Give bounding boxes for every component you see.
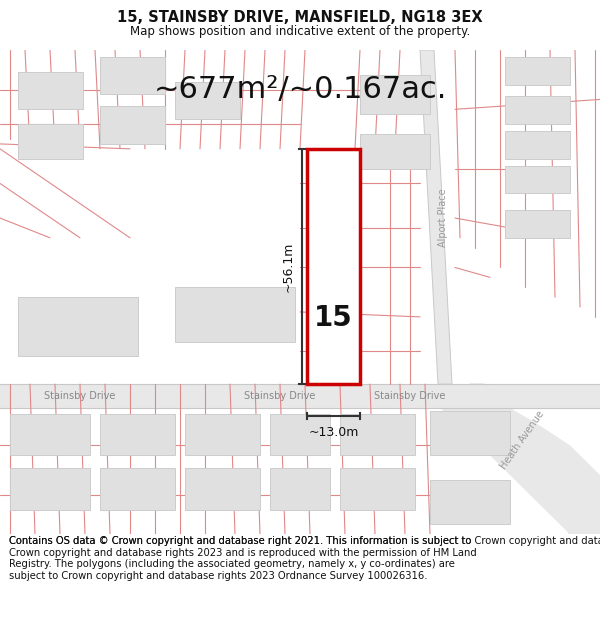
Bar xyxy=(430,411,510,455)
Bar xyxy=(10,414,90,455)
Bar xyxy=(270,414,330,455)
Bar xyxy=(175,82,240,119)
Bar xyxy=(18,124,83,159)
Bar xyxy=(100,414,175,455)
Bar xyxy=(430,480,510,524)
Bar xyxy=(0,384,600,408)
Text: Contains OS data © Crown copyright and database right 2021. This information is : Contains OS data © Crown copyright and d… xyxy=(9,536,477,581)
Text: Stainsby Drive: Stainsby Drive xyxy=(374,391,446,401)
Bar xyxy=(100,57,165,94)
Bar xyxy=(270,468,330,509)
Text: Contains OS data © Crown copyright and database right 2021. This information is : Contains OS data © Crown copyright and d… xyxy=(9,536,600,546)
Bar xyxy=(185,468,260,509)
Bar xyxy=(307,149,360,384)
Bar xyxy=(360,134,430,169)
Bar xyxy=(100,106,165,144)
Bar xyxy=(505,210,570,238)
Bar xyxy=(505,96,570,124)
Text: ~13.0m: ~13.0m xyxy=(308,426,359,439)
Polygon shape xyxy=(420,50,452,384)
Text: Alport Place: Alport Place xyxy=(438,189,448,248)
Text: ~677m²/~0.167ac.: ~677m²/~0.167ac. xyxy=(154,75,446,104)
Bar xyxy=(175,288,295,342)
Bar xyxy=(505,57,570,84)
Polygon shape xyxy=(470,384,600,534)
Bar xyxy=(18,297,138,356)
Bar xyxy=(18,72,83,109)
Text: ~56.1m: ~56.1m xyxy=(281,241,295,292)
Bar xyxy=(100,468,175,509)
Text: 15, STAINSBY DRIVE, MANSFIELD, NG18 3EX: 15, STAINSBY DRIVE, MANSFIELD, NG18 3EX xyxy=(117,10,483,25)
Bar xyxy=(10,468,90,509)
Bar xyxy=(360,75,430,114)
Bar xyxy=(505,131,570,159)
Text: 15: 15 xyxy=(314,304,353,332)
Bar xyxy=(340,468,415,509)
Text: Heath Avenue: Heath Avenue xyxy=(498,409,546,471)
Polygon shape xyxy=(440,384,600,534)
Text: Stainsby Drive: Stainsby Drive xyxy=(44,391,116,401)
Bar xyxy=(185,414,260,455)
Bar xyxy=(340,414,415,455)
Bar xyxy=(505,166,570,193)
Text: Stainsby Drive: Stainsby Drive xyxy=(244,391,316,401)
Text: Map shows position and indicative extent of the property.: Map shows position and indicative extent… xyxy=(130,24,470,38)
